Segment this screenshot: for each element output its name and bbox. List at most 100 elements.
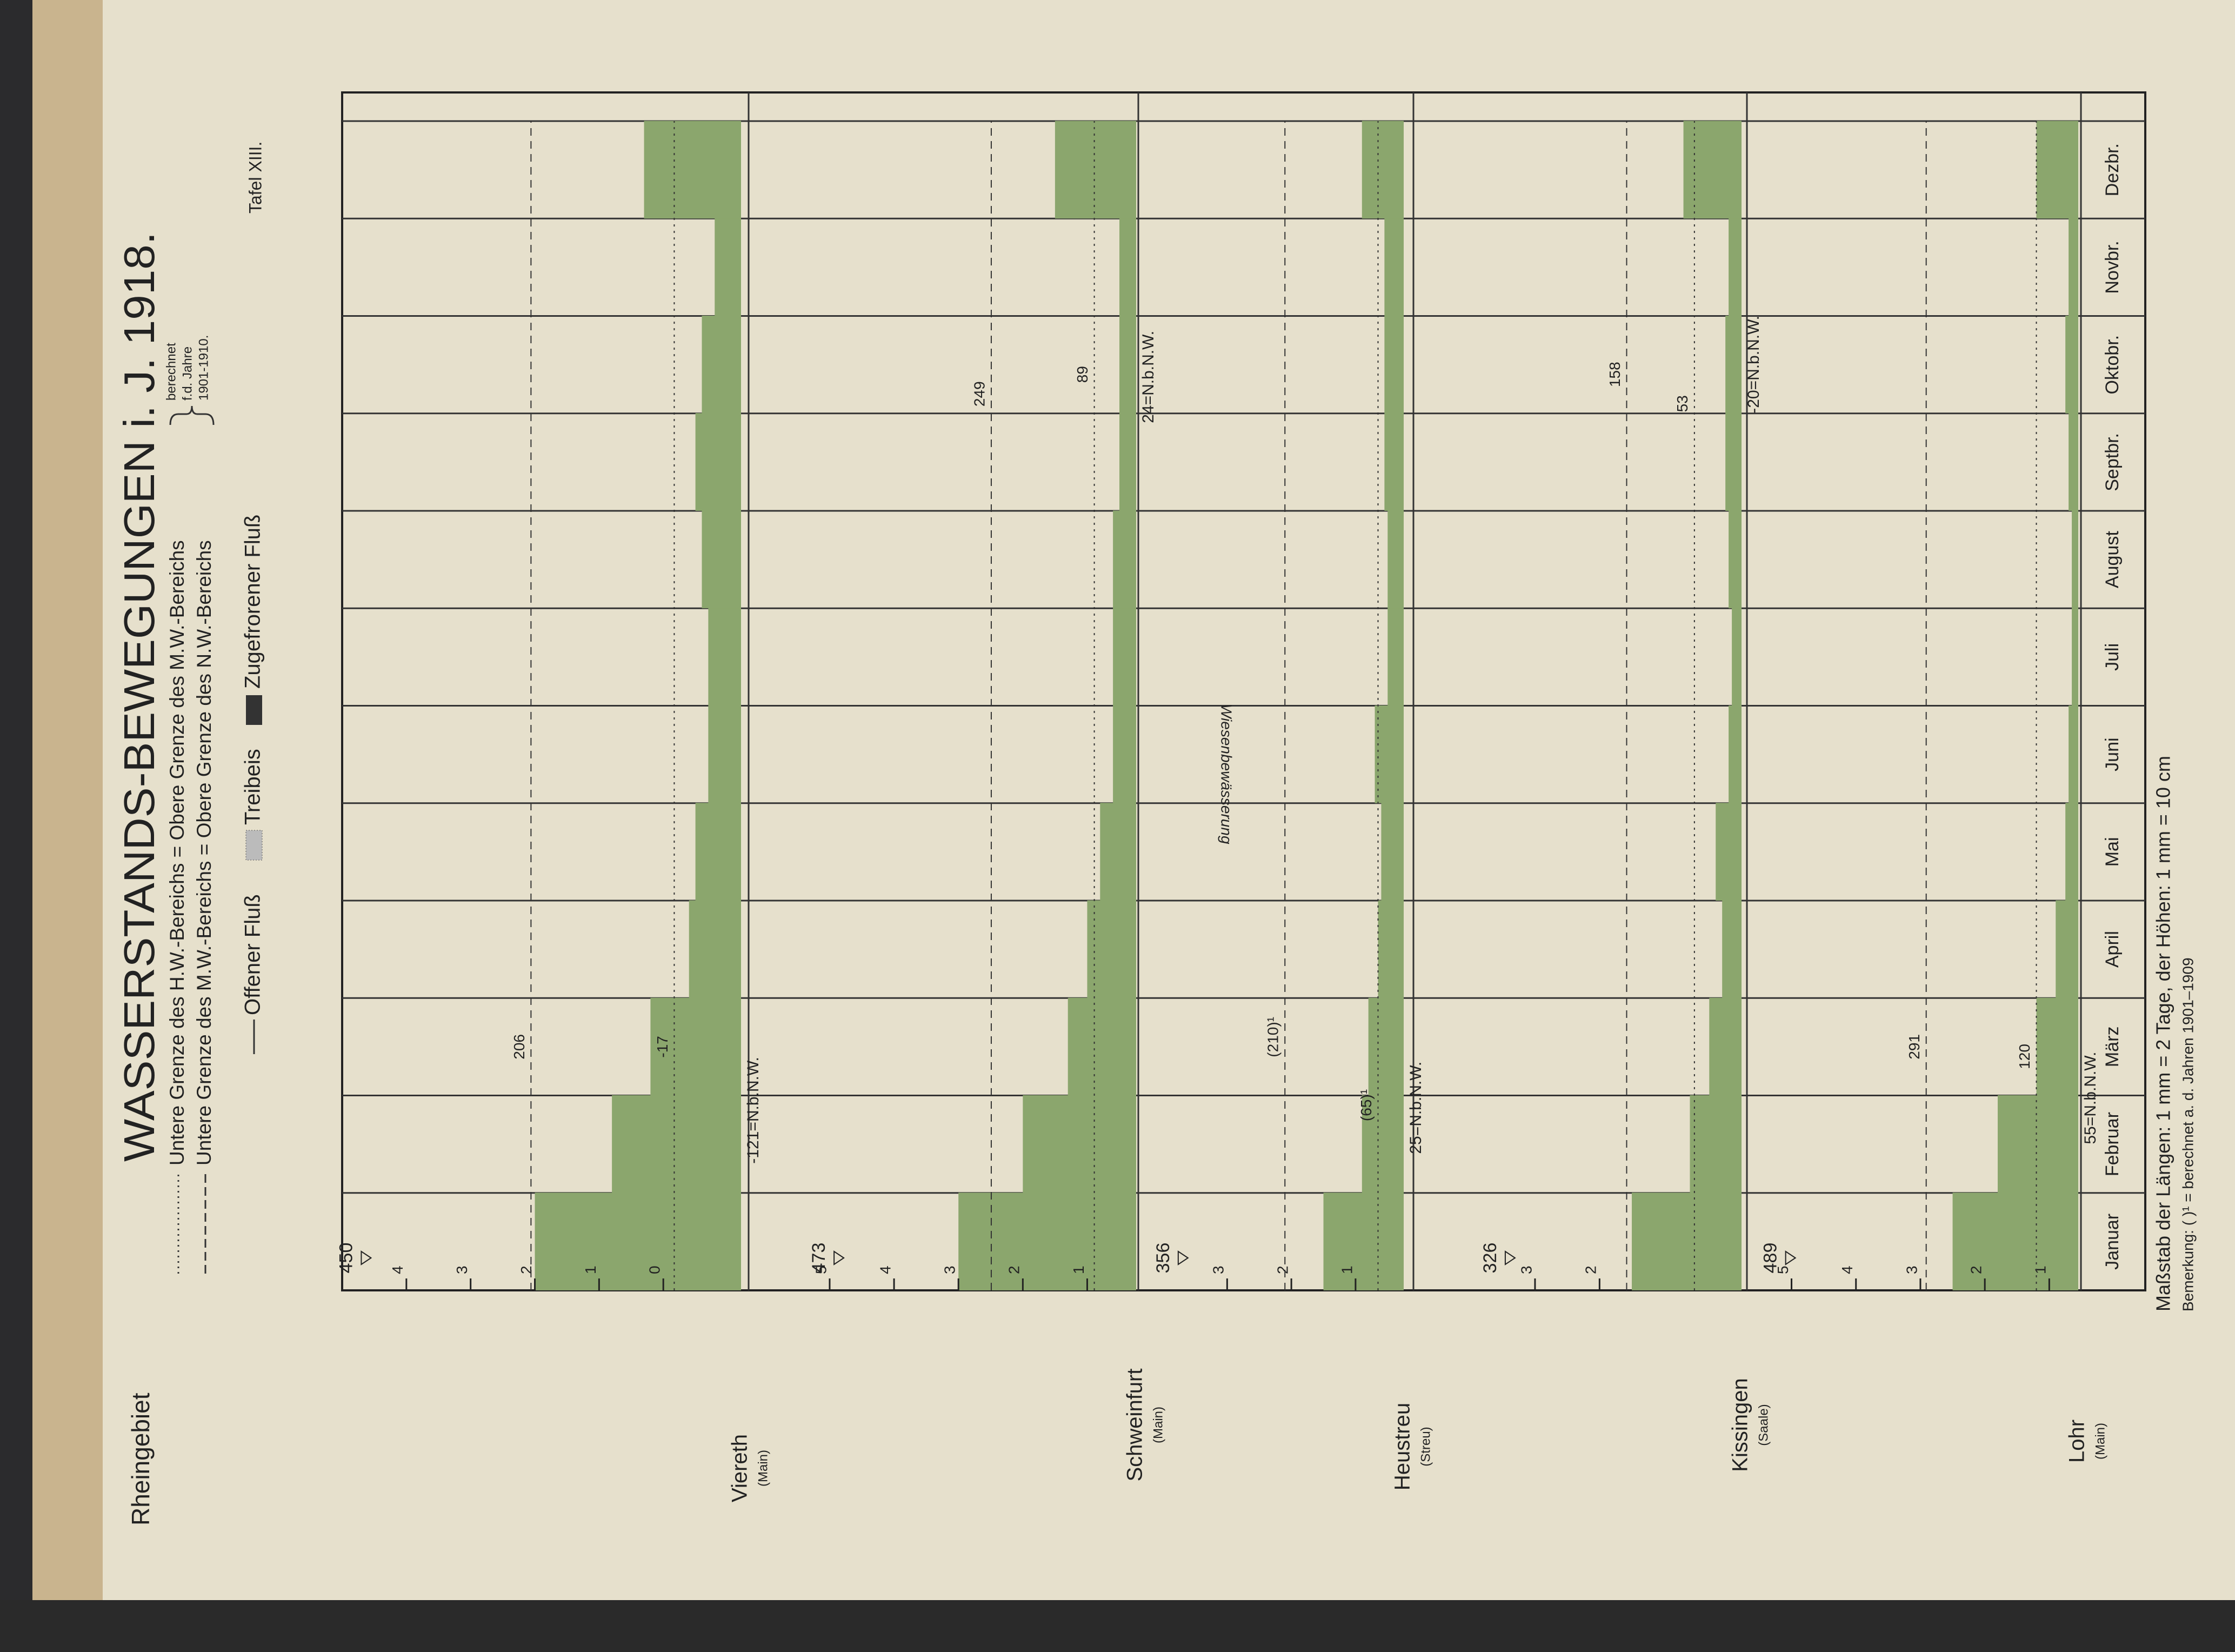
station-name: Lohr [2065,1420,2089,1463]
water-level [2069,705,2079,803]
water-level [2069,218,2079,316]
region: Rheingebiet [126,1393,155,1526]
water-level [2072,510,2078,609]
water-level [1997,1095,2078,1193]
peak-label: 450 [336,1243,356,1274]
month-label: Novbr. [2102,241,2123,294]
peak-label: 326 [1480,1243,1500,1274]
peak-marker [361,1250,372,1265]
month-label: Juli [2102,643,2123,671]
station-name: Kissingen [1729,1378,1752,1471]
water-level [2036,121,2079,219]
month-label: Juni [2102,737,2123,771]
water-level [1055,121,1136,219]
water-level [1729,510,1742,609]
y-tick-label: 4 [877,1265,893,1274]
annotation: Wiesenbewässerung [1218,704,1235,844]
peak-marker [1785,1250,1797,1265]
water-level [2056,900,2079,998]
footer-scale: Maßstab der Längen: 1 mm = 2 Tage, der H… [2152,756,2174,1311]
station-river: (Main) [756,1450,770,1487]
water-level [1087,900,1137,998]
water-level [1384,316,1404,414]
legend-ice: Zugefrorener Fluß [241,515,265,689]
y-tick-label: 2 [1275,1265,1291,1274]
y-tick-label: 3 [1210,1265,1227,1274]
reference-label: (65)¹ [1358,1089,1375,1121]
water-level [1375,705,1404,803]
reference-label: -17 [654,1036,671,1057]
water-level [1384,413,1404,511]
water-level [1023,1095,1136,1193]
station-name: Schweinfurt [1123,1369,1147,1482]
water-level [1632,1193,1742,1290]
baseline-label: 55=N.b.N.W. [2081,1052,2099,1144]
peak-marker [1177,1250,1189,1265]
water-level [1729,705,1742,803]
month-label: Dezbr. [2102,143,2123,196]
water-level [1384,218,1404,316]
water-level [1732,608,1742,706]
station-river: (Streu) [1418,1427,1433,1466]
month-label: Mai [2102,837,2123,867]
station-river: (Saale) [1756,1404,1771,1446]
water-level [1362,121,1404,219]
reference-label: 206 [511,1034,528,1060]
station-name: Viereth [728,1434,752,1502]
plate-number: Tafel XIII. [245,142,265,214]
water-level [1729,218,1742,316]
water-level [2072,608,2078,706]
water-level [1100,803,1136,901]
water-level [708,608,742,706]
legend-nw: Untere Grenze des M.W.-Bereichs = Obere … [193,540,215,1165]
water-level [2065,803,2079,901]
peak-label: 489 [1760,1243,1781,1274]
legend-ice: Offener Fluß [241,894,265,1015]
y-tick-label: 2 [1006,1265,1023,1274]
y-tick-label: 5 [1774,1265,1791,1274]
y-tick-label: 3 [942,1265,958,1274]
legend-note: 1901-1910. [196,335,211,401]
month-label: Oktobr. [2102,335,2123,395]
water-level [715,218,742,316]
reference-label: 120 [2016,1044,2033,1069]
baseline-label: 25=N.b.N.W. [1407,1062,1425,1154]
water-level [702,316,741,414]
water-level [2069,413,2079,511]
water-level [1709,997,1742,1096]
y-tick-label: 4 [1839,1265,1856,1274]
reference-label: (210)¹ [1265,1017,1282,1057]
water-level [1113,608,1136,706]
water-level [708,705,742,803]
y-tick-label: 2 [1583,1265,1599,1274]
water-level [650,997,742,1096]
water-level [1068,997,1137,1096]
water-level [1683,121,1742,219]
reference-label: 158 [1606,362,1623,387]
peak-label: 356 [1153,1243,1173,1274]
y-tick-label: 2 [518,1265,535,1274]
water-level [2065,316,2079,414]
water-level [1113,705,1136,803]
y-tick-label: 3 [1518,1265,1535,1274]
rotated-plate: Rheingebiet WASSERSTANDS-BEWEGUNGEN i. J… [115,91,2196,1526]
water-level [1323,1193,1404,1290]
month-label: Januar [2102,1214,2123,1270]
baseline-label: -20=N.b.N.W. [1745,316,1763,414]
reference-label: 249 [971,381,988,407]
water-level [1387,608,1404,706]
water-level [1725,316,1742,414]
peak-marker [1504,1250,1516,1265]
legend-ice: Treibeis [241,749,265,825]
reference-label: 53 [1674,395,1691,412]
y-tick-label: 3 [1903,1265,1920,1274]
water-level [1952,1193,2078,1290]
legend-frozen-sample [246,695,262,725]
water-level [1716,803,1742,901]
month-label: Septbr. [2102,433,2123,491]
water-level [1725,413,1742,511]
month-label: April [2102,931,2123,968]
month-label: März [2102,1027,2123,1068]
y-tick-label: 4 [389,1265,406,1274]
